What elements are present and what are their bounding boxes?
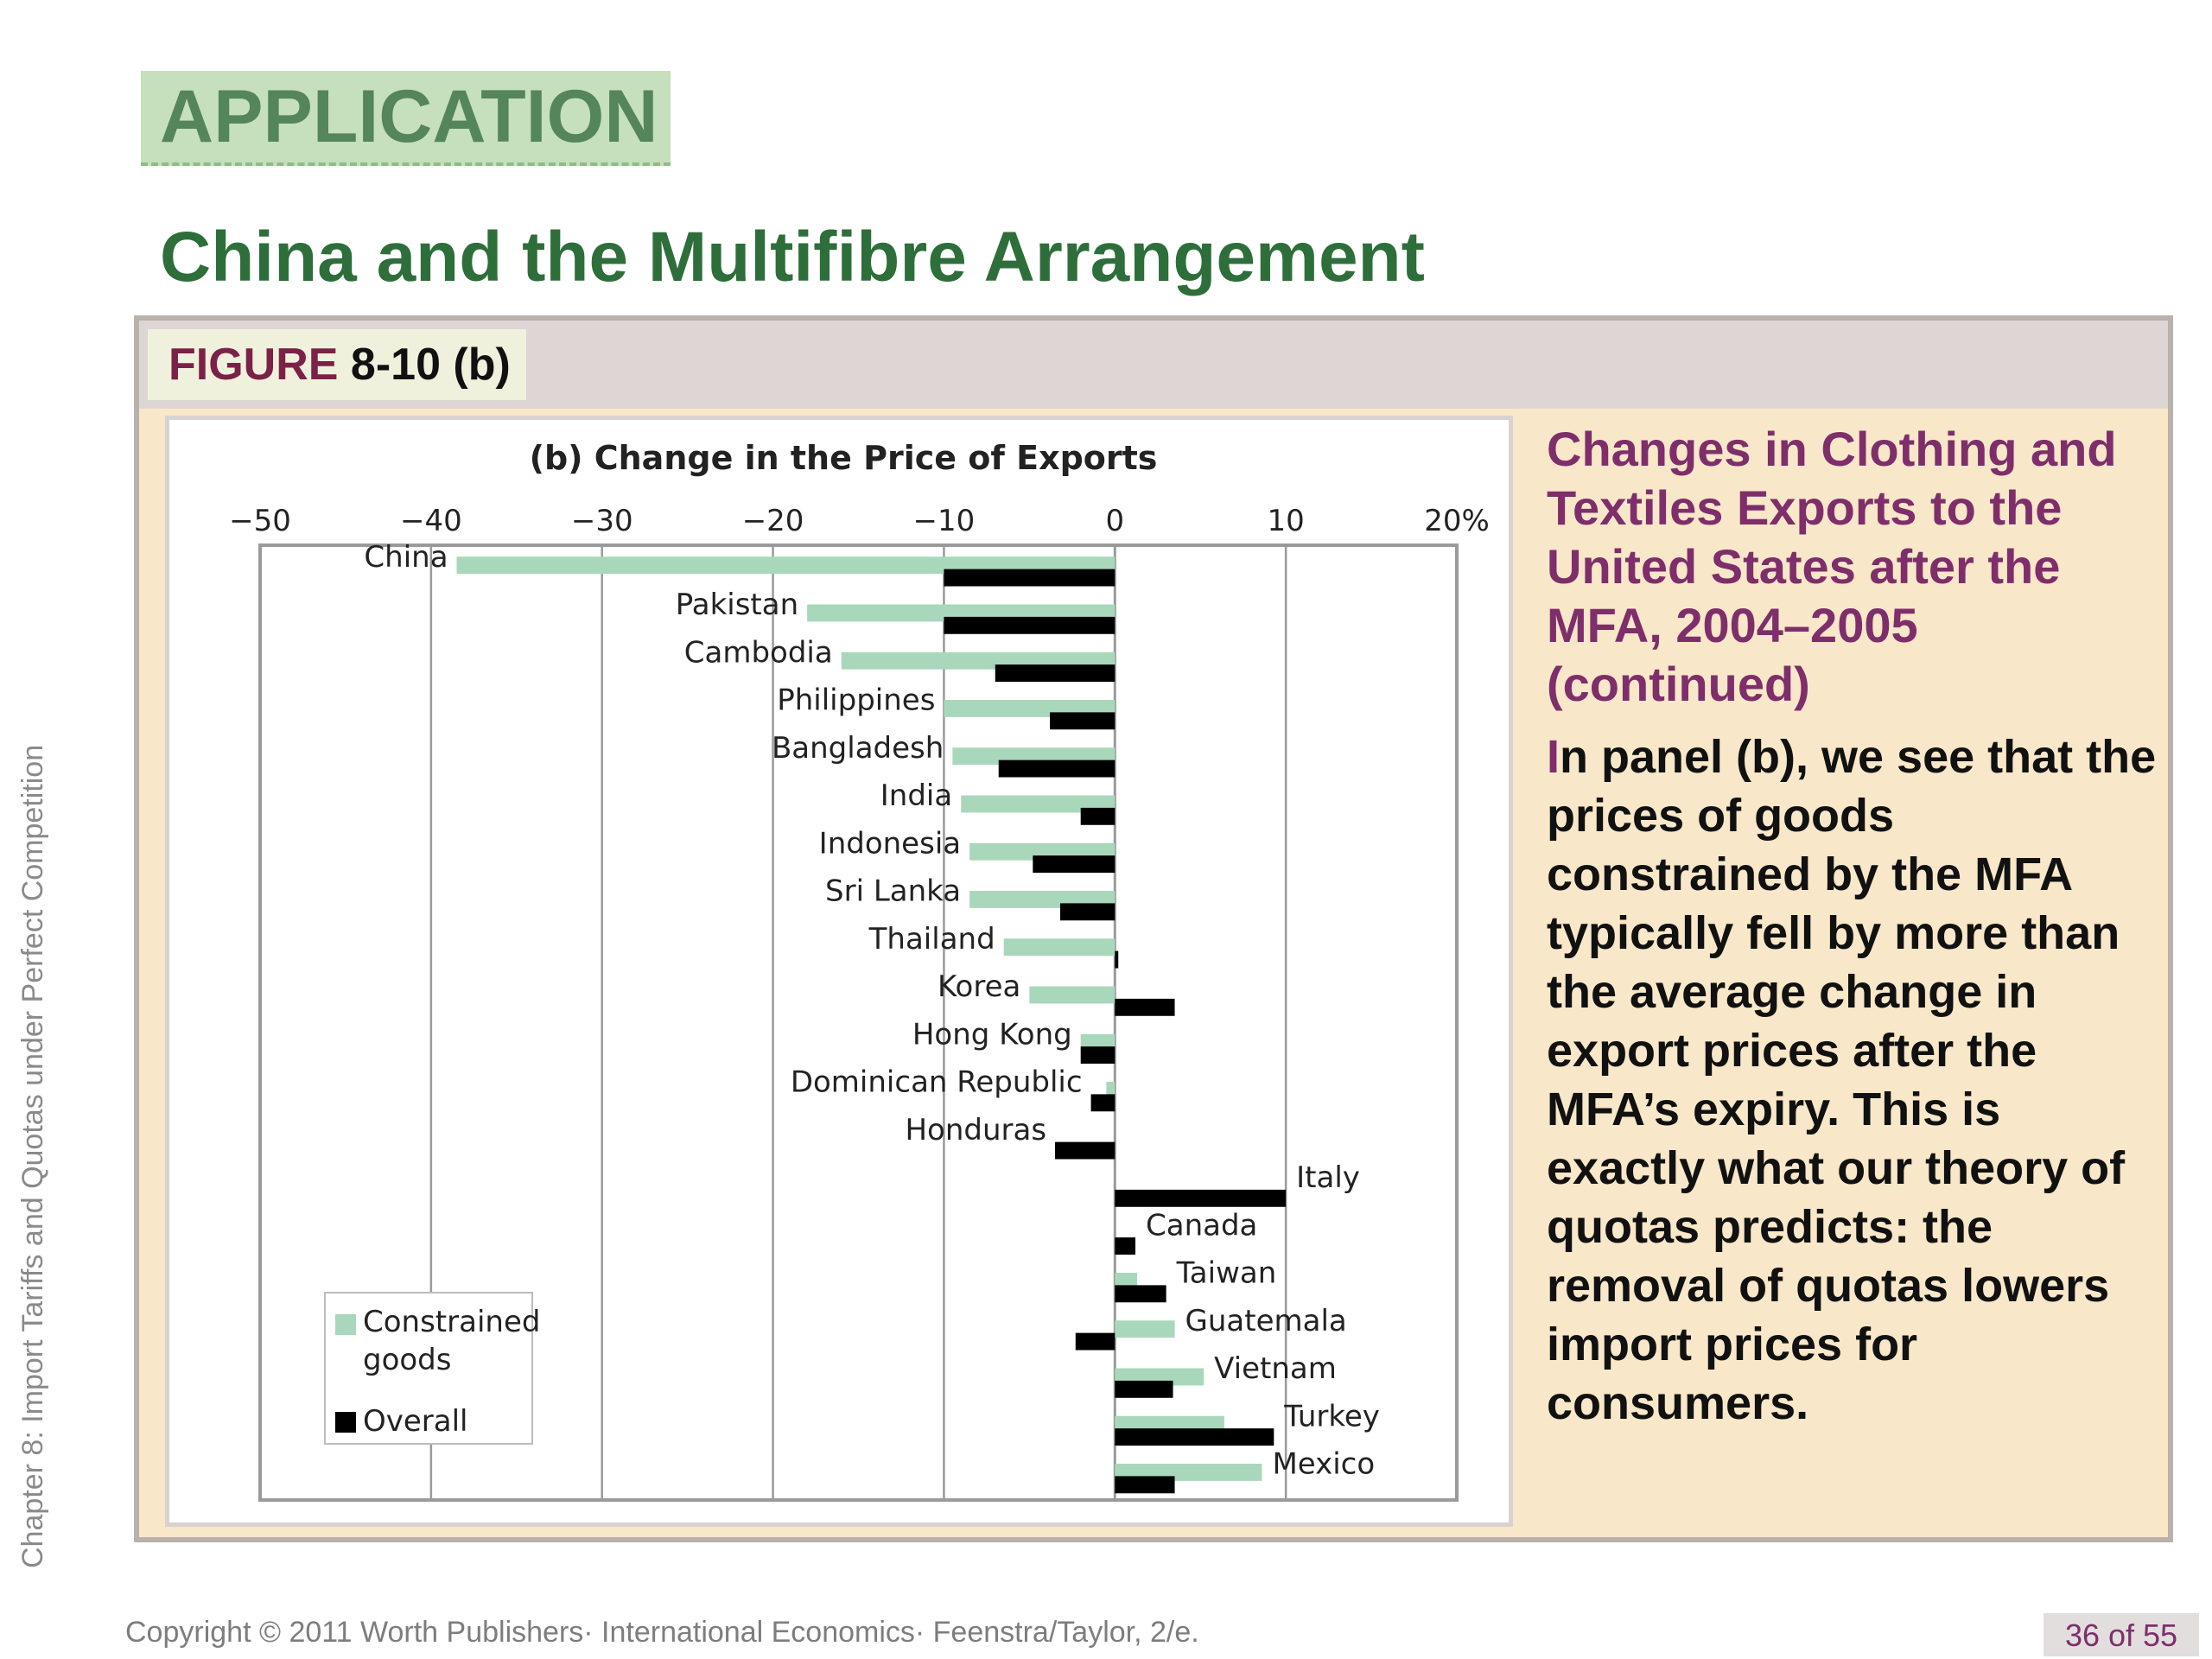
legend-box xyxy=(324,1292,533,1445)
overall-bar xyxy=(1059,903,1116,921)
category-label: Italy xyxy=(1296,1160,1360,1195)
category-label: Cambodia xyxy=(684,635,833,670)
overall-bar xyxy=(1115,1380,1173,1398)
copyright-text: Copyright © 2011 Worth Publishers· Inter… xyxy=(125,1616,1199,1649)
figure-label: FIGURE 8-10 (b) xyxy=(148,329,526,400)
legend-swatch-constrained xyxy=(335,1314,356,1335)
category-label: Dominican Republic xyxy=(791,1065,1083,1100)
legend-label-constrained: Constrained goods xyxy=(363,1305,540,1377)
constrained-bar xyxy=(1115,1320,1175,1338)
overall-bar xyxy=(998,760,1116,778)
figure-word: FIGURE xyxy=(168,340,339,390)
category-label: China xyxy=(364,540,448,575)
tick-label: 20% xyxy=(1424,504,1490,538)
category-label: Korea xyxy=(938,969,1020,1004)
category-label: Pakistan xyxy=(676,588,798,622)
category-label: Honduras xyxy=(905,1113,1046,1147)
overall-bar xyxy=(1115,1237,1136,1255)
legend-label-overall: Overall xyxy=(363,1404,468,1439)
category-label: Turkey xyxy=(1283,1399,1380,1433)
category-label: Vietnam xyxy=(1214,1351,1337,1386)
tick-label: −50 xyxy=(229,504,291,538)
overall-bar xyxy=(1115,1285,1166,1303)
constrained-bar xyxy=(1106,1082,1116,1099)
category-label: Taiwan xyxy=(1176,1256,1277,1291)
tick-label: −40 xyxy=(400,504,462,538)
caption-body-text: n panel (b), we see that the prices of g… xyxy=(1547,731,2157,1429)
category-label: Hong Kong xyxy=(912,1017,1072,1052)
overall-bar xyxy=(1055,1141,1116,1160)
price-change-chart: (b) Change in the Price of Exports −50 −40… xyxy=(229,439,1490,1502)
tick-label: −10 xyxy=(913,504,976,538)
chapter-side-text: Chapter 8: Import Tariffs and Quotas und… xyxy=(16,744,49,1568)
category-label: Philippines xyxy=(777,683,935,718)
category-label: Canada xyxy=(1146,1208,1257,1243)
caption-title: Changes in Clothing and Textiles Exports… xyxy=(1547,422,2117,711)
page-number: 36 of 55 xyxy=(2044,1613,2199,1656)
overall-bar xyxy=(1115,998,1175,1016)
constrained-bar xyxy=(1003,938,1116,957)
plot-frame xyxy=(258,543,1459,1502)
category-label: Bangladesh xyxy=(772,731,944,766)
category-label: India xyxy=(880,779,952,813)
overall-bar xyxy=(1075,1332,1116,1351)
overall-bar xyxy=(1080,1046,1116,1065)
tick-label: −30 xyxy=(571,504,633,538)
tick-label: 0 xyxy=(1105,504,1124,538)
category-label: Indonesia xyxy=(819,826,961,861)
overall-bar xyxy=(1080,807,1116,825)
overall-bar xyxy=(1050,712,1116,730)
category-label: Mexico xyxy=(1272,1447,1375,1482)
overall-bar xyxy=(1115,1189,1287,1207)
category-label: Thailand xyxy=(868,922,995,957)
figure-panel: FIGURE 8-10 (b) (b) Change in the Price … xyxy=(134,315,2173,1542)
overall-bar xyxy=(944,616,1116,634)
overall-bar xyxy=(944,569,1116,587)
caption-first-letter: I xyxy=(1547,731,1560,783)
constrained-bar xyxy=(961,795,1116,813)
figure-number: 8-10 (b) xyxy=(350,340,511,390)
legend-swatch-overall xyxy=(335,1412,356,1433)
chart-box: (b) Change in the Price of Exports −50 −40… xyxy=(165,416,1513,1527)
chart-title: (b) Change in the Price of Exports xyxy=(530,439,1158,477)
caption-body: In panel (b), we see that the prices of … xyxy=(1547,728,2169,1433)
tick-label: −20 xyxy=(742,504,804,538)
overall-bar xyxy=(995,664,1116,683)
page-title: China and the Multifibre Arrangement xyxy=(160,218,1425,296)
overall-bar xyxy=(1115,1476,1175,1494)
overall-bar xyxy=(1115,1428,1274,1446)
overall-bar xyxy=(1033,855,1116,874)
application-label: APPLICATION xyxy=(141,71,671,166)
tick-label: 10 xyxy=(1268,504,1305,538)
category-label: Guatemala xyxy=(1185,1304,1347,1338)
overall-bar xyxy=(1090,1094,1116,1112)
overall-bar xyxy=(1115,950,1119,969)
category-label: Sri Lanka xyxy=(825,874,961,909)
constrained-bar xyxy=(1029,986,1116,1004)
figure-header: FIGURE 8-10 (b) xyxy=(139,321,2168,409)
